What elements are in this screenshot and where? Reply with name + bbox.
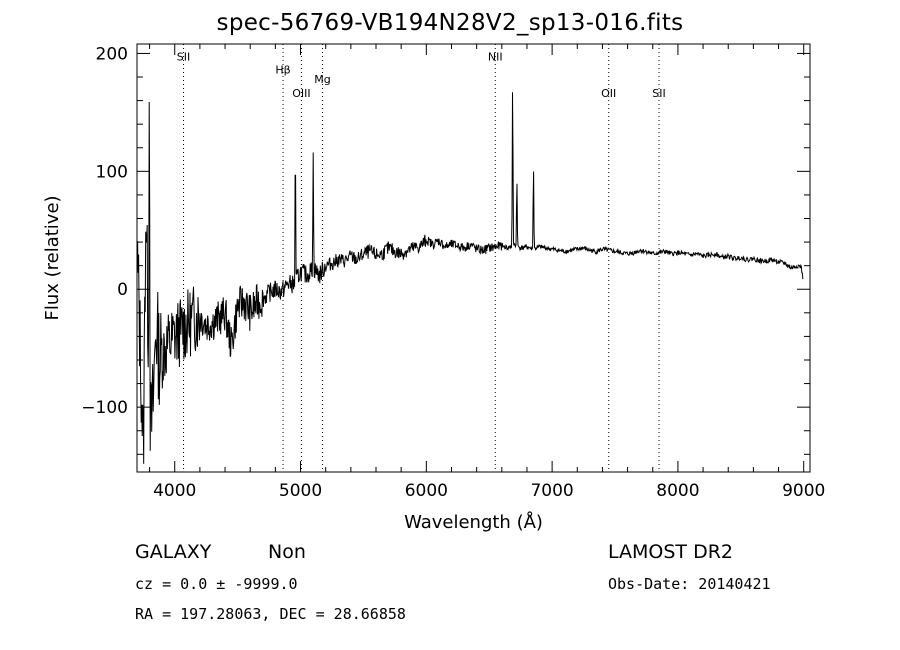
line-label: OIII	[292, 87, 310, 100]
y-tick-label: 100	[96, 162, 128, 182]
chart-title: spec-56769-VB194N28V2_sp13-016.fits	[216, 10, 684, 36]
x-tick-label: 8000	[656, 481, 699, 501]
spectrum-line	[137, 92, 804, 464]
observation-date: Obs-Date: 20140421	[608, 575, 771, 593]
line-label: Hβ	[275, 63, 290, 76]
x-tick-label: 7000	[530, 481, 573, 501]
line-label: OII	[601, 87, 616, 100]
object-class: GALAXY	[135, 541, 212, 563]
redshift-info: cz = 0.0 ± -9999.0	[135, 575, 298, 593]
y-axis-label: Flux (relative)	[42, 195, 63, 320]
x-tick-label: 6000	[405, 481, 448, 501]
y-tick-label: −100	[81, 398, 128, 418]
coordinates: RA = 197.28063, DEC = 28.66858	[135, 605, 406, 623]
line-label: SII	[652, 87, 665, 100]
object-subclass: Non	[268, 541, 306, 563]
plot-frame	[136, 43, 811, 473]
x-axis-label: Wavelength (Å)	[404, 511, 543, 533]
line-label: NII	[488, 51, 503, 64]
x-tick-label: 5000	[279, 481, 322, 501]
y-tick-label: 0	[117, 280, 128, 300]
line-label: Mg	[314, 73, 330, 86]
x-tick-label: 4000	[153, 481, 196, 501]
x-tick-label: 9000	[782, 481, 825, 501]
y-tick-label: 200	[96, 44, 128, 64]
line-label: SII	[177, 51, 190, 64]
survey-name: LAMOST DR2	[608, 541, 733, 563]
